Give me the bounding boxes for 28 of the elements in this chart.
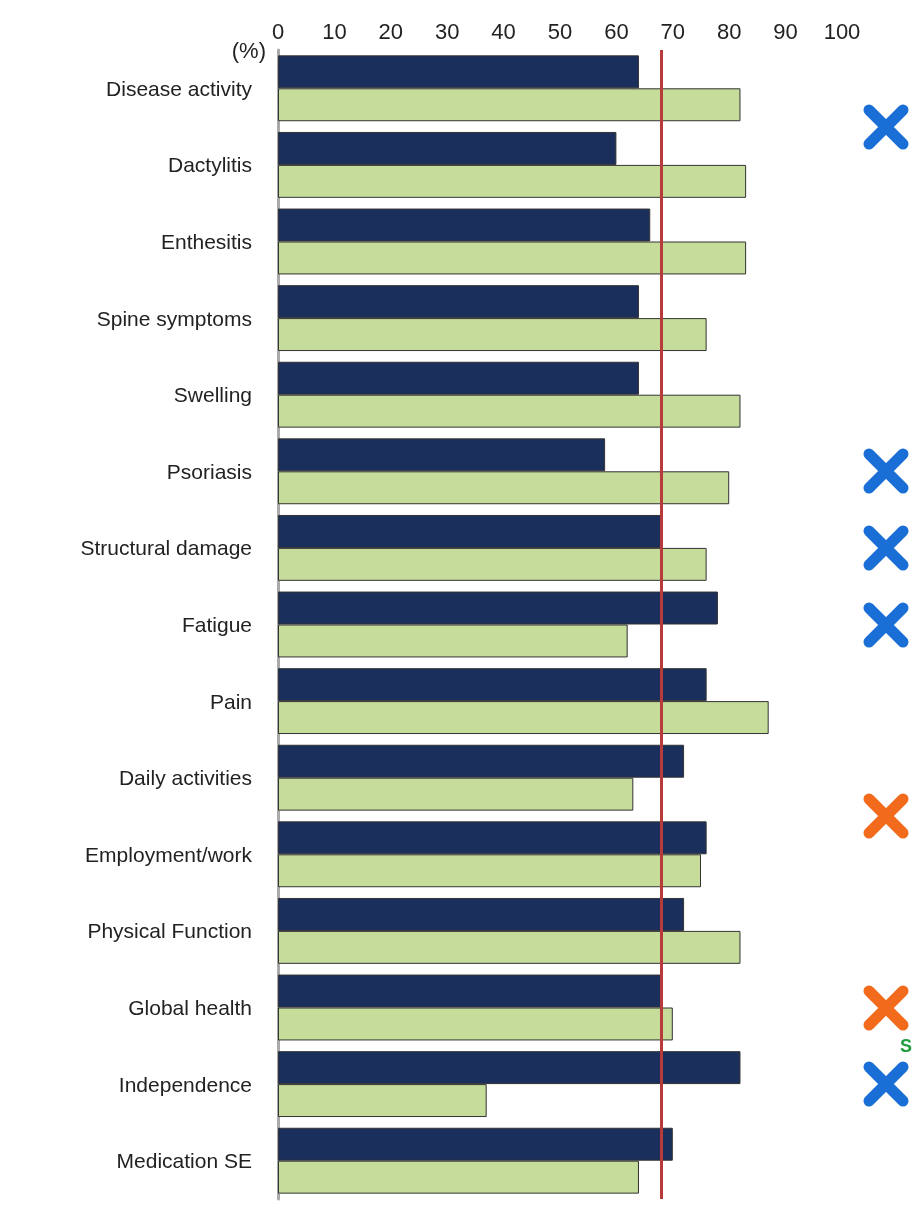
y-tick-label: Fatigue [181,613,252,636]
x-tick-label: 90 [773,18,798,44]
y-tick-label: Psoriasis [166,459,252,483]
x-tick-label: 50 [547,18,573,44]
x-tick-label: 100 [823,18,861,44]
x-tick-label: 30 [434,18,460,44]
x-tick-label: 10 [322,18,347,44]
x-tick-label: 80 [716,18,742,44]
y-tick-label: Spine symptoms [96,306,252,330]
y-tick-label: Daily activities [118,766,252,790]
y-tick-label: Pain [209,689,252,713]
x-tick-label: 60 [604,18,629,44]
x-tick-label: 0 [271,18,285,44]
y-tick-label: Global health [128,996,252,1019]
y-tick-label: Medication SE [116,1149,252,1173]
x-tick-label: 20 [378,18,404,44]
text: S [900,1034,913,1057]
x-tick-label: 70 [660,18,686,44]
y-tick-label: Structural damage [80,536,252,560]
y-tick-label: Swelling [173,383,252,407]
y-tick-label: Independence [118,1072,252,1096]
y-tick-label: Dactylitis [167,153,252,177]
y-tick-label: Employment/work [85,842,253,866]
y-tick-label: Enthesitis [160,230,252,253]
x-axis-title: (%) [231,37,266,63]
y-tick-label: Physical Function [87,919,252,943]
y-tick-label: Disease activity [106,76,253,100]
x-tick-label: 40 [491,18,516,44]
